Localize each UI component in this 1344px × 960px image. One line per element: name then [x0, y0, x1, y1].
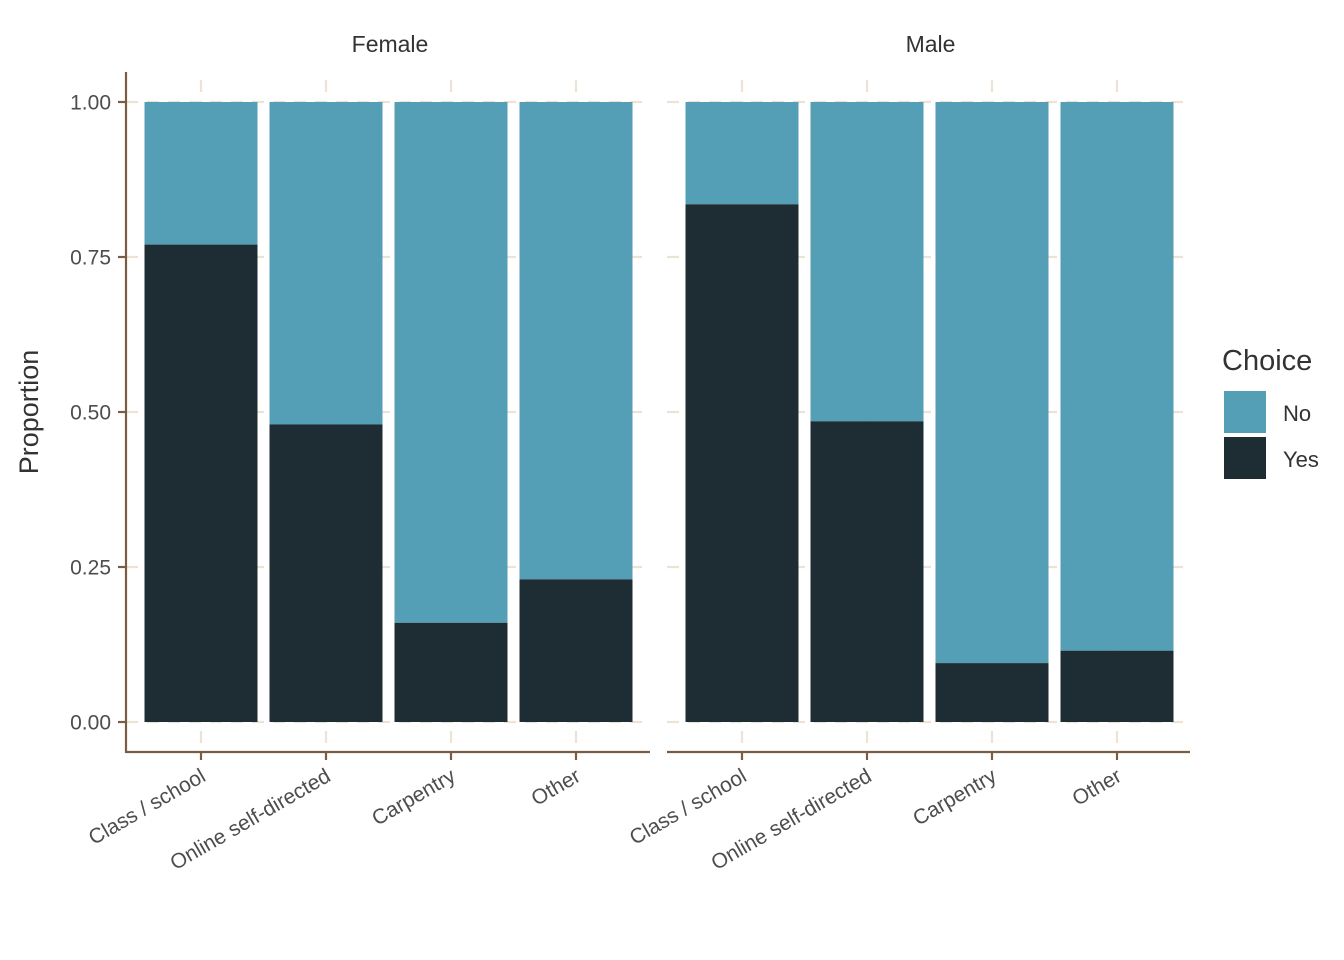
y-tick-label-2: 0.50	[70, 402, 111, 425]
legend-key-no	[1224, 391, 1266, 433]
bar-male-class-school-no	[685, 102, 799, 205]
bar-female-online-self-directed-no	[269, 102, 383, 425]
bar-female-carpentry-yes	[394, 622, 508, 722]
bar-male-other-no	[1060, 102, 1174, 651]
y-tick-label-4: 1.00	[70, 92, 111, 115]
bar-male-class-school-yes	[685, 204, 799, 723]
y-axis-title: Proportion	[14, 350, 44, 475]
bar-male-online-self-directed-yes	[810, 421, 924, 722]
x-tick-label-male-3: Other	[1069, 764, 1126, 810]
legend: Choice No Yes	[1222, 345, 1319, 479]
bar-male-other-yes	[1060, 650, 1174, 722]
legend-label-no: No	[1283, 401, 1311, 426]
bar-female-carpentry-no	[394, 102, 508, 623]
legend-key-yes	[1224, 437, 1266, 479]
bar-female-class-school-yes	[144, 244, 258, 722]
bar-male-carpentry-yes	[935, 663, 1049, 722]
legend-title: Choice	[1222, 345, 1312, 377]
x-tick-label-male-2: Carpentry	[909, 764, 1001, 830]
x-tick-label-female-3: Other	[528, 764, 585, 810]
legend-label-yes: Yes	[1283, 447, 1319, 472]
panel-title-male: Male	[906, 31, 956, 57]
bar-female-online-self-directed-yes	[269, 424, 383, 722]
bar-female-other-no	[519, 102, 633, 580]
bar-male-carpentry-no	[935, 102, 1049, 664]
bar-female-class-school-no	[144, 102, 258, 245]
bars-layer	[144, 102, 1174, 723]
x-tick-label-female-0: Class / school	[85, 764, 210, 849]
bar-male-online-self-directed-no	[810, 102, 924, 422]
y-tick-label-1: 0.25	[70, 557, 111, 580]
y-tick-label-3: 0.75	[70, 247, 111, 270]
x-tick-label-male-0: Class / school	[626, 764, 751, 849]
x-tick-label-female-2: Carpentry	[368, 764, 460, 830]
y-tick-label-0: 0.00	[70, 712, 111, 735]
bar-female-other-yes	[519, 579, 633, 722]
axes-layer	[118, 72, 1190, 760]
panel-title-female: Female	[352, 31, 429, 57]
